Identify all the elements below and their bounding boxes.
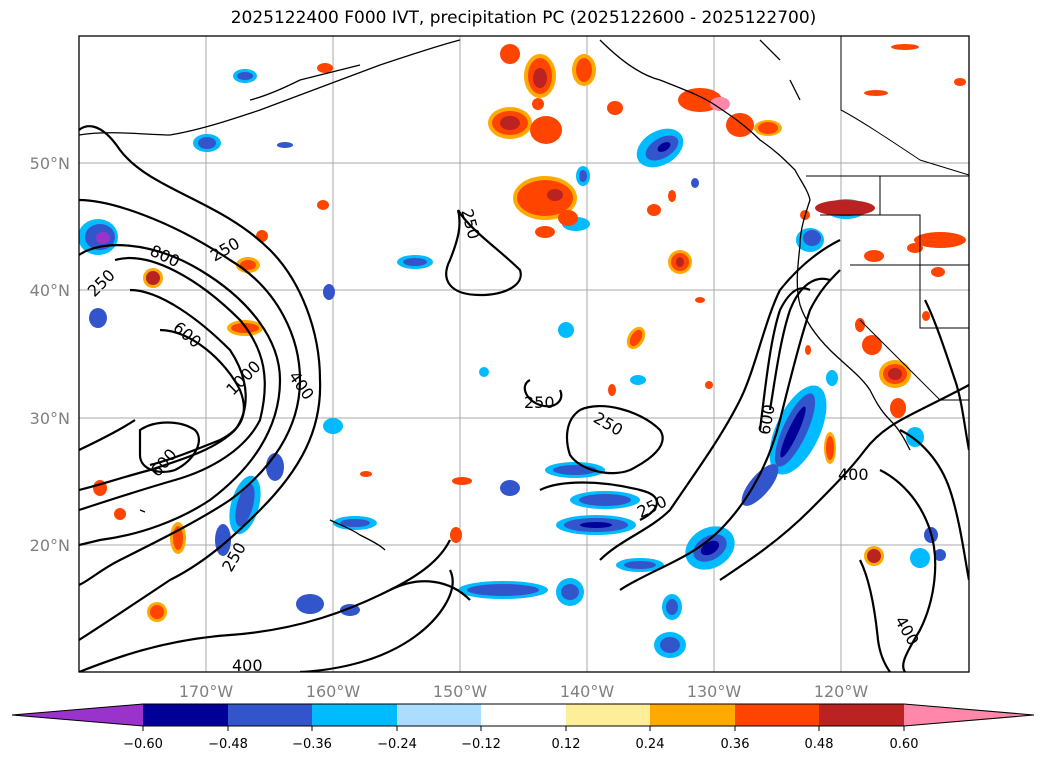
map-title: 2025122400 F000 IVT, precipitation PC (2… [230,8,817,28]
colorbar-tick-label: −0.36 [292,737,332,752]
colorbar-segment [481,704,566,726]
lat-label: 30°N [30,409,70,428]
colorbar-segment [312,704,397,726]
map-frame [78,35,970,673]
colorbar-tick-label: 0.12 [552,737,581,752]
contour-label: 250 [524,393,555,412]
colorbar-segment [143,704,228,726]
colorbar-segment [650,704,735,726]
colorbar-tick-label: 0.24 [636,737,665,752]
colorbar-segment [397,704,481,726]
contour-label: 400 [232,656,263,675]
contour-label: 400 [838,465,869,484]
lat-label: 20°N [30,536,70,555]
lat-label: 40°N [30,281,70,300]
colorbar-extend-low [12,704,143,726]
coastlines [79,39,911,551]
ivt-contours [79,125,969,672]
lon-axis-labels: 170°W 160°W 150°W 140°W 130°W 120°W [179,682,869,701]
lon-label: 130°W [687,682,742,701]
colorbar-extend-high [904,704,1034,726]
colorbar-tick-label: −0.48 [208,737,248,752]
precip-shading [79,44,966,658]
lon-label: 170°W [179,682,234,701]
colorbar-tick-label: 0.60 [890,737,919,752]
colorbar-tick-label: 0.36 [721,737,750,752]
lon-label: 140°W [560,682,615,701]
colorbar-segment [566,704,650,726]
political-borders [806,36,969,401]
colorbar: −0.60 −0.48 −0.36 −0.24 −0.12 0.12 0.24 … [11,703,1035,752]
lon-label: 150°W [433,682,488,701]
colorbar-tick-label: −0.12 [461,737,501,752]
negative-anomaly-areas [79,69,946,658]
colorbar-segment [819,704,904,726]
colorbar-segment [228,704,312,726]
map-background [79,36,969,672]
lon-label: 120°W [814,682,869,701]
lat-axis-labels: 50°N 40°N 30°N 20°N [30,154,70,555]
colorbar-tick-label: −0.24 [377,737,417,752]
colorbar-tick-label: −0.60 [123,737,163,752]
lon-label: 160°W [306,682,361,701]
colorbar-segment [735,704,819,726]
colorbar-tick-label: 0.48 [805,737,834,752]
lat-label: 50°N [30,154,70,173]
positive-anomaly-areas [93,44,966,622]
